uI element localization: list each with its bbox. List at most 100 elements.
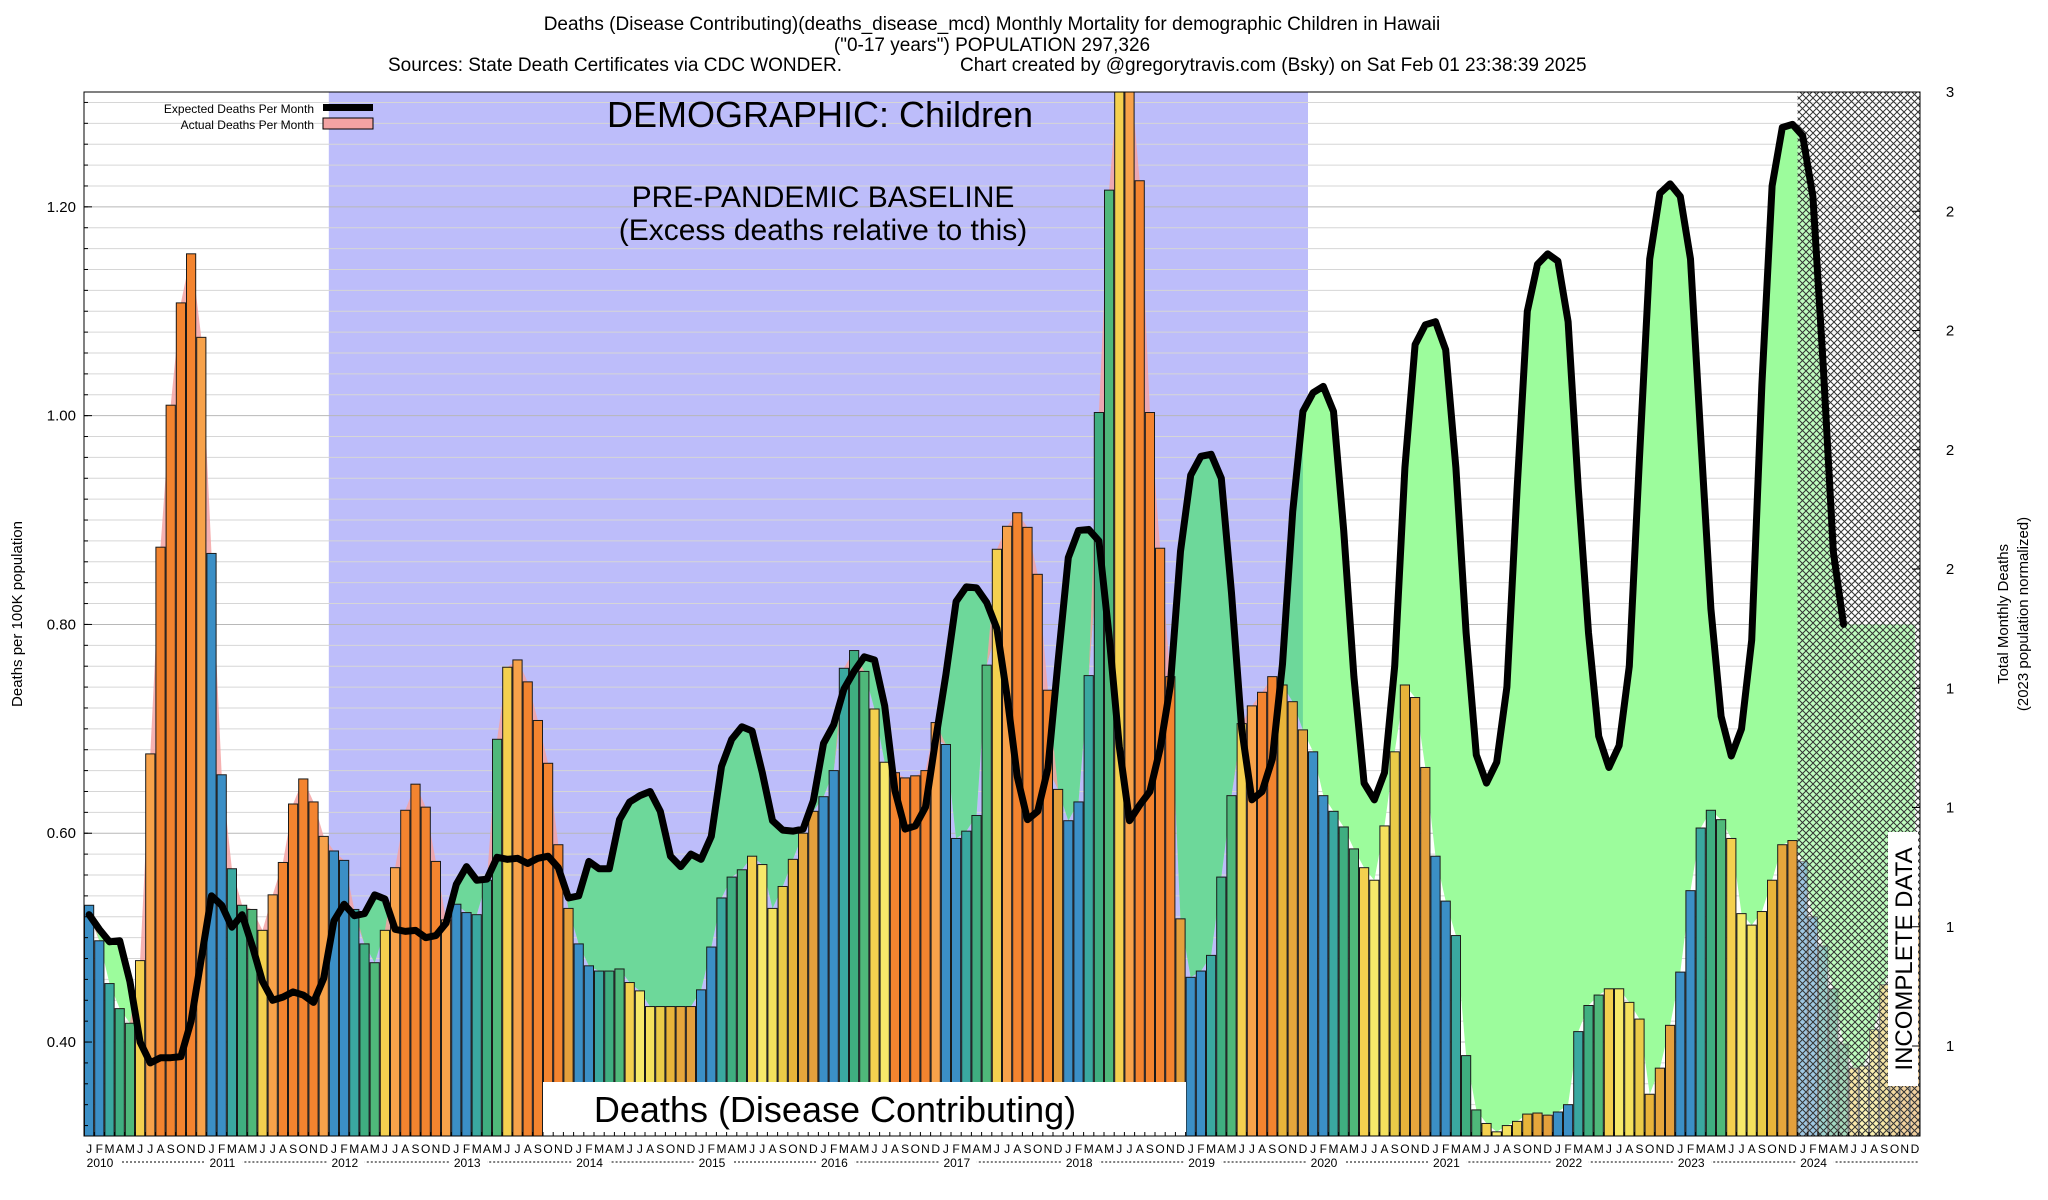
actual-bar <box>522 681 533 1136</box>
actual-bar <box>1267 676 1278 1136</box>
actual-bar <box>430 860 441 1136</box>
x-month-label: J <box>515 1142 521 1156</box>
actual-bar <box>859 670 870 1136</box>
x-month-label: O <box>666 1142 675 1156</box>
x-month-label: A <box>972 1142 980 1156</box>
actual-bar <box>1399 684 1411 1136</box>
x-month-label: D <box>1666 1142 1675 1156</box>
actual-bar <box>1175 918 1186 1136</box>
actual-bar <box>849 650 860 1136</box>
x-month-label: F <box>463 1142 470 1156</box>
x-year-bg <box>326 1156 365 1169</box>
x-month-label: M <box>737 1142 747 1156</box>
actual-bar <box>1002 525 1013 1136</box>
x-month-label: J <box>1310 1142 1316 1156</box>
y2-axis-sublabel: (2023 population normalized) <box>2015 517 2032 711</box>
actual-bar <box>930 722 941 1136</box>
expected-above-actual-area <box>89 124 1915 1132</box>
actual-bar <box>777 885 788 1136</box>
x-month-label: A <box>1625 1142 1633 1156</box>
actual-bar <box>84 904 95 1136</box>
actual-bar <box>1216 876 1227 1136</box>
actual-bar <box>1695 827 1706 1136</box>
actual-bar <box>502 666 513 1136</box>
actual-bar <box>1512 1120 1523 1136</box>
actual-bar <box>410 783 421 1136</box>
actual-bar <box>216 774 227 1136</box>
actual-bar <box>1563 1104 1574 1136</box>
actual-bar <box>124 1022 136 1136</box>
actual-bar <box>543 762 554 1136</box>
x-month-label: F <box>1809 1142 1816 1156</box>
actual-bar <box>369 962 380 1136</box>
y2-tick-label: 1 <box>1946 680 1954 697</box>
actual-bar <box>94 940 105 1136</box>
actual-bar <box>1093 412 1105 1136</box>
x-month-label: J <box>1433 1142 1439 1156</box>
y2-tick-label: 1 <box>1946 800 1954 817</box>
actual-bar <box>706 946 717 1136</box>
x-month-label: M <box>859 1142 869 1156</box>
x-year-label: 2016 <box>821 1156 848 1170</box>
actual-bar <box>1124 92 1135 1136</box>
x-month-label: A <box>1217 1142 1225 1156</box>
x-year-label: 2017 <box>943 1156 970 1170</box>
x-month-label: N <box>1288 1142 1297 1156</box>
x-month-label: D <box>197 1142 206 1156</box>
x-month-label: D <box>1299 1142 1308 1156</box>
actual-bar <box>553 844 564 1136</box>
actual-bar <box>655 1006 666 1136</box>
actual-bar <box>1277 684 1288 1136</box>
actual-bar <box>247 908 258 1136</box>
actual-bar <box>1328 810 1339 1136</box>
actual-bar <box>349 908 360 1136</box>
x-month-label: A <box>1095 1142 1103 1156</box>
x-month-label: S <box>1635 1142 1643 1156</box>
x-month-label: S <box>901 1142 909 1156</box>
credit-note: Chart created by @gregorytravis.com (Bsk… <box>960 55 1587 76</box>
actual-bar <box>1450 935 1462 1136</box>
x-month-label: O <box>1033 1142 1042 1156</box>
x-year-bg <box>816 1156 855 1169</box>
actual-bar <box>1634 1018 1645 1136</box>
actual-bar <box>1206 954 1217 1136</box>
x-month-label: J <box>1361 1142 1367 1156</box>
x-month-label: J <box>260 1142 266 1156</box>
x-month-label: S <box>1146 1142 1154 1156</box>
x-year-bg <box>82 1156 120 1169</box>
x-month-label: J <box>1677 1142 1683 1156</box>
x-year-bg <box>1061 1156 1100 1169</box>
x-month-label: A <box>1503 1142 1511 1156</box>
x-year-label: 2015 <box>699 1156 726 1170</box>
x-month-label: J <box>759 1142 765 1156</box>
x-month-label: D <box>564 1142 573 1156</box>
x-month-label: F <box>1197 1142 1204 1156</box>
x-month-label: M <box>370 1142 380 1156</box>
x-month-label: N <box>1900 1142 1909 1156</box>
metric-label-box <box>543 1082 1186 1136</box>
x-month-label: M <box>839 1142 849 1156</box>
actual-bar <box>1165 676 1176 1136</box>
x-month-label: O <box>176 1142 185 1156</box>
actual-bar <box>532 719 543 1136</box>
x-month-label: M <box>227 1142 237 1156</box>
baseline-sublabel: (Excess deaths relative to this) <box>619 214 1028 247</box>
x-month-label: J <box>209 1142 215 1156</box>
y-tick-label: 1.00 <box>47 408 76 425</box>
legend-expected-label: Expected Deaths Per Month <box>164 102 314 116</box>
x-month-label: M <box>1084 1142 1094 1156</box>
actual-bar <box>1593 994 1604 1136</box>
y-tick-label: 0.40 <box>47 1034 76 1051</box>
actual-bar <box>288 803 299 1136</box>
x-month-label: J <box>1555 1142 1561 1156</box>
x-month-label: M <box>472 1142 482 1156</box>
actual-bar <box>390 867 401 1136</box>
x-month-label: S <box>779 1142 787 1156</box>
x-year-label: 2012 <box>331 1156 358 1170</box>
x-month-label: J <box>1851 1142 1857 1156</box>
x-month-label: N <box>921 1142 930 1156</box>
x-month-label: J <box>382 1142 388 1156</box>
x-year-bg <box>204 1156 243 1169</box>
actual-bar <box>675 1006 686 1136</box>
actual-bar <box>757 864 768 1136</box>
